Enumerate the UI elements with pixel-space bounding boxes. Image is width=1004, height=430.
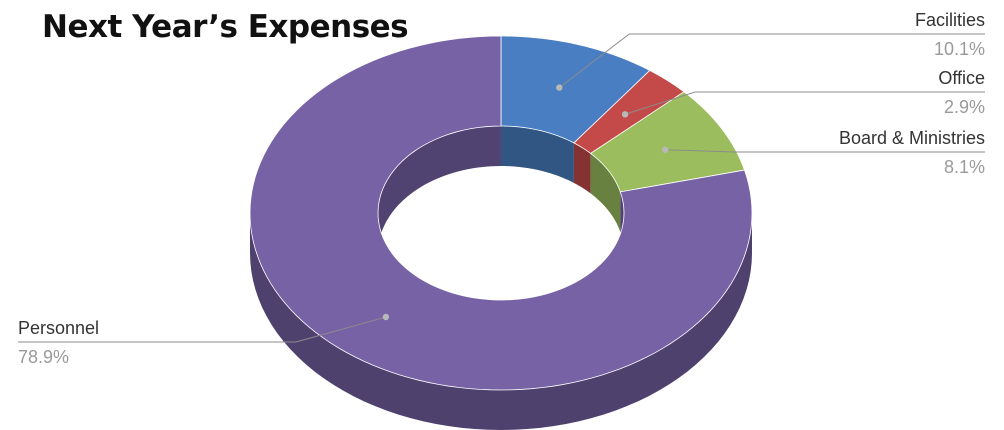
- leader-dot-personnel: [382, 313, 390, 321]
- slice-percent-facilities: 10.1%: [934, 39, 985, 59]
- leader-dot-board-and-ministries: [662, 146, 669, 153]
- slice-personnel: [249, 35, 753, 391]
- slice-label-board-and-ministries: Board & Ministries: [839, 128, 985, 148]
- slice-inner-wall-board-and-ministries: [590, 153, 621, 232]
- slice-board-and-ministries: [589, 91, 746, 193]
- leader-line-board-and-ministries: [665, 149, 985, 153]
- slice-label-facilities: Facilities: [915, 10, 985, 30]
- slice-inner-wall-office: [573, 142, 591, 194]
- slice-percent-board-and-ministries: 8.1%: [944, 157, 985, 177]
- chart-title: Next Year’s Expenses: [42, 9, 409, 45]
- leader-dot-office: [621, 111, 629, 118]
- donut-slice-layer: [249, 35, 753, 391]
- slice-inner-wall-personnel-b: [378, 126, 501, 253]
- slice-office: [573, 69, 685, 154]
- donut-inner-wall-layer: [378, 126, 624, 253]
- slice-label-layer: Facilities 10.1% Office 2.9% Board & Ministr…: [18, 10, 985, 367]
- slice-facilities: [500, 35, 651, 144]
- donut-depth-layer: [250, 213, 752, 430]
- leader-dot-facilities: [556, 84, 563, 91]
- slice-percent-office: 2.9%: [944, 97, 985, 117]
- slice-label-personnel: Personnel: [18, 318, 99, 338]
- leader-line-office: [624, 91, 985, 115]
- slice-percent-personnel: 78.9%: [18, 347, 69, 367]
- leader-line-personnel: [18, 316, 387, 343]
- slice-inner-wall-facilities: [501, 126, 574, 183]
- slice-side-personnel: [250, 213, 752, 430]
- slice-label-office: Office: [938, 68, 985, 88]
- leader-line-facilities: [558, 33, 985, 88]
